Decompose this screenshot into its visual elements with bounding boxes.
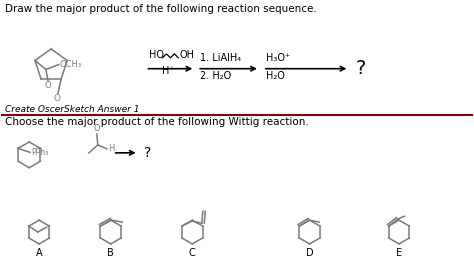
Text: ?: ? xyxy=(356,59,365,78)
Text: OCH₃: OCH₃ xyxy=(60,60,82,69)
Text: H⁺: H⁺ xyxy=(162,66,175,76)
Text: O: O xyxy=(54,94,61,103)
Text: H: H xyxy=(108,144,114,153)
Text: A: A xyxy=(36,248,43,258)
Text: PPh₃: PPh₃ xyxy=(31,148,48,157)
Text: O: O xyxy=(45,81,51,90)
Text: 1. LiAlH₄: 1. LiAlH₄ xyxy=(200,53,241,63)
Text: 2. H₂O: 2. H₂O xyxy=(200,71,231,81)
Text: Choose the major product of the following Wittig reaction.: Choose the major product of the followin… xyxy=(5,117,309,127)
Text: B: B xyxy=(108,248,114,258)
Text: H₂O: H₂O xyxy=(266,71,285,81)
Text: OH: OH xyxy=(179,50,194,60)
Text: E: E xyxy=(396,248,402,258)
Text: C: C xyxy=(189,248,196,258)
Text: ?: ? xyxy=(144,146,151,160)
Text: Create OscerSketch Answer 1: Create OscerSketch Answer 1 xyxy=(5,105,140,114)
Text: O: O xyxy=(93,124,100,133)
Text: HO: HO xyxy=(148,50,164,60)
Text: Draw the major product of the following reaction sequence.: Draw the major product of the following … xyxy=(5,4,317,14)
Text: D: D xyxy=(306,248,313,258)
Text: H₃O⁺: H₃O⁺ xyxy=(266,53,290,63)
